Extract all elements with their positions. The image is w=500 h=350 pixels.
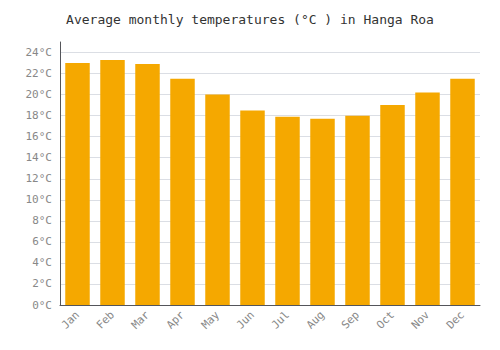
svg-text:Jul: Jul	[269, 308, 292, 331]
svg-text:8°C: 8°C	[32, 214, 52, 227]
svg-text:Jun: Jun	[234, 308, 257, 331]
svg-text:2°C: 2°C	[32, 277, 52, 290]
svg-text:Dec: Dec	[444, 308, 467, 331]
svg-text:12°C: 12°C	[26, 172, 53, 185]
svg-text:Mar: Mar	[129, 308, 152, 331]
svg-text:Oct: Oct	[374, 308, 397, 331]
svg-text:Average monthly temperatures (: Average monthly temperatures (°C ) in Ha…	[66, 12, 434, 27]
svg-text:10°C: 10°C	[26, 193, 53, 206]
svg-text:4°C: 4°C	[32, 256, 52, 269]
svg-text:18°C: 18°C	[26, 109, 53, 122]
svg-text:6°C: 6°C	[32, 235, 52, 248]
svg-text:14°C: 14°C	[26, 151, 53, 164]
svg-text:0°C: 0°C	[32, 299, 52, 312]
svg-text:May: May	[199, 308, 222, 331]
svg-text:22°C: 22°C	[26, 67, 53, 80]
svg-text:16°C: 16°C	[26, 130, 53, 143]
svg-text:Nov: Nov	[409, 308, 432, 331]
svg-text:Jan: Jan	[59, 308, 82, 331]
svg-text:Apr: Apr	[164, 308, 187, 331]
svg-text:Feb: Feb	[94, 308, 117, 331]
svg-text:Aug: Aug	[304, 308, 327, 331]
svg-text:20°C: 20°C	[26, 88, 53, 101]
svg-text:24°C: 24°C	[26, 46, 53, 59]
svg-text:Sep: Sep	[339, 308, 362, 331]
